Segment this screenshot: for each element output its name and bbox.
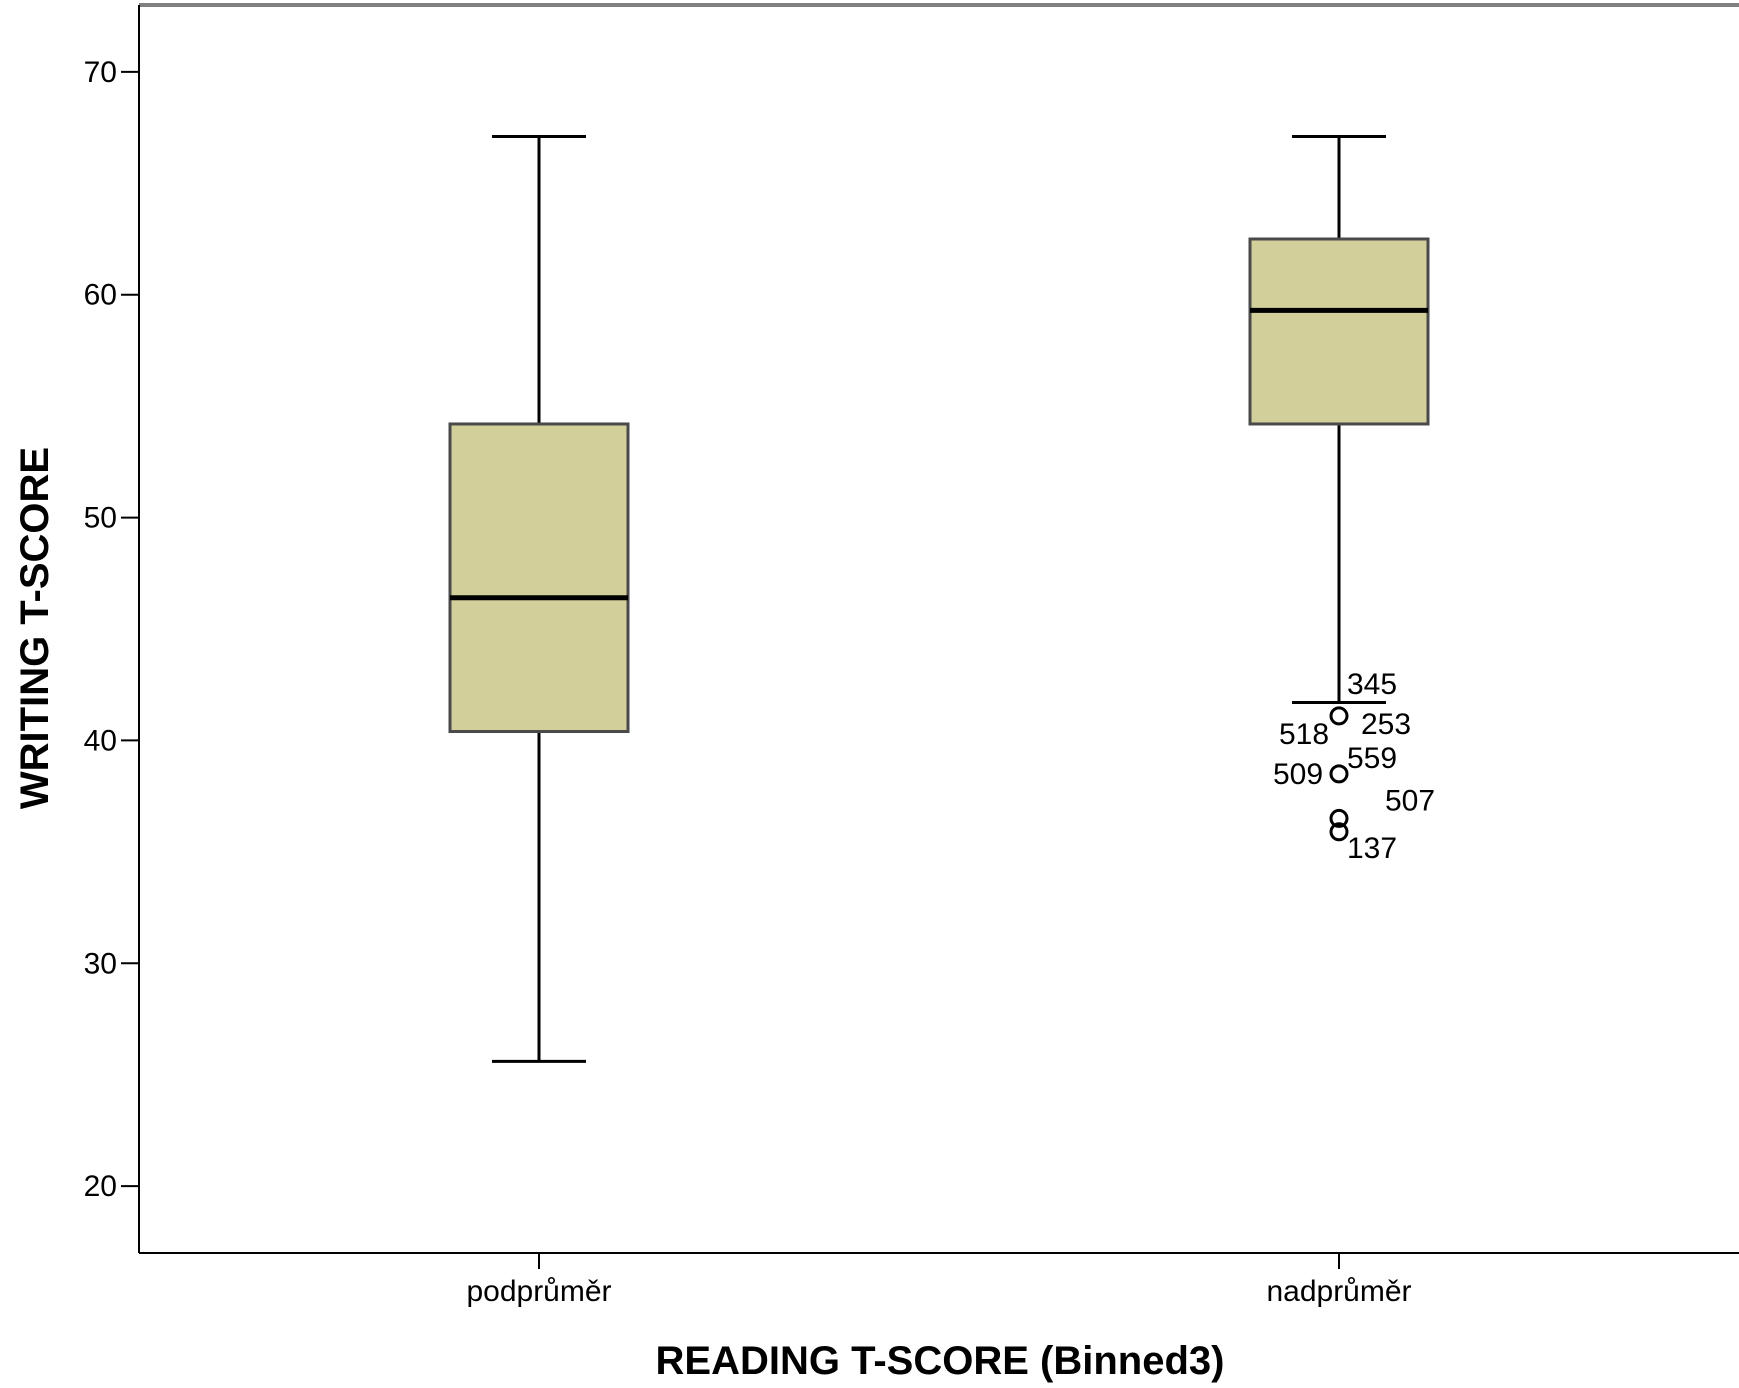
- outlier-label: 507: [1385, 784, 1435, 817]
- iqr-box: [1248, 237, 1430, 426]
- outlier-label: 509: [1273, 758, 1323, 791]
- y-tick-label: 40: [84, 724, 117, 757]
- x-axis: podprůměr nadprůměr: [466, 1253, 1412, 1308]
- boxes: [448, 134, 1430, 1063]
- y-tick-label: 30: [84, 947, 117, 980]
- outlier-label: 253: [1361, 708, 1411, 741]
- outlier-label: 559: [1347, 742, 1397, 775]
- y-tick-label: 60: [84, 279, 117, 312]
- y-axis: 20 30 40 50 60 70: [84, 56, 139, 1203]
- outlier-point: [1329, 808, 1349, 828]
- outliers: 345 253 518 559 509 507 137: [1273, 668, 1435, 865]
- y-tick-label: 20: [84, 1170, 117, 1203]
- x-axis-title: READING T-SCORE (Binned3): [656, 1339, 1225, 1383]
- x-tick-label: podprůměr: [466, 1275, 611, 1308]
- x-tick-label: nadprůměr: [1266, 1275, 1411, 1308]
- y-tick-label: 50: [84, 502, 117, 535]
- y-axis-title: WRITING T-SCORE: [13, 447, 57, 809]
- outlier-label: 518: [1279, 718, 1329, 751]
- outlier-label: 137: [1347, 832, 1397, 865]
- outlier-point: [1329, 706, 1349, 726]
- plot-frame: [138, 3, 1739, 1254]
- iqr-box: [448, 422, 630, 734]
- y-tick-label: 70: [84, 56, 117, 89]
- box-2: [1248, 134, 1430, 705]
- outlier-point: [1329, 764, 1349, 784]
- box-1: [448, 134, 630, 1063]
- outlier-label: 345: [1347, 668, 1397, 701]
- outlier-point: [1329, 822, 1349, 842]
